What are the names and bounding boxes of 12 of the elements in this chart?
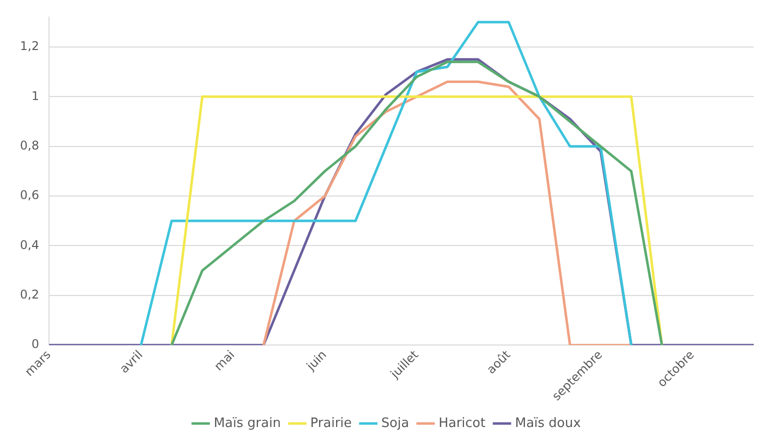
y-tick-label: 0,4 <box>20 238 40 252</box>
legend-label: Maïs grain <box>214 416 281 431</box>
legend-label: Maïs doux <box>514 416 582 431</box>
y-tick-label: 0,6 <box>20 188 40 202</box>
legend-label: Prairie <box>310 416 352 431</box>
y-tick-label: 1,2 <box>20 39 40 54</box>
y-tick-label: 0,8 <box>20 138 40 152</box>
y-tick-label: 0,2 <box>20 288 40 302</box>
legend-label: Haricot <box>438 416 486 431</box>
y-tick-label: 0 <box>31 337 40 352</box>
y-tick-label: 1 <box>31 88 40 103</box>
legend-label: Soja <box>381 416 410 431</box>
